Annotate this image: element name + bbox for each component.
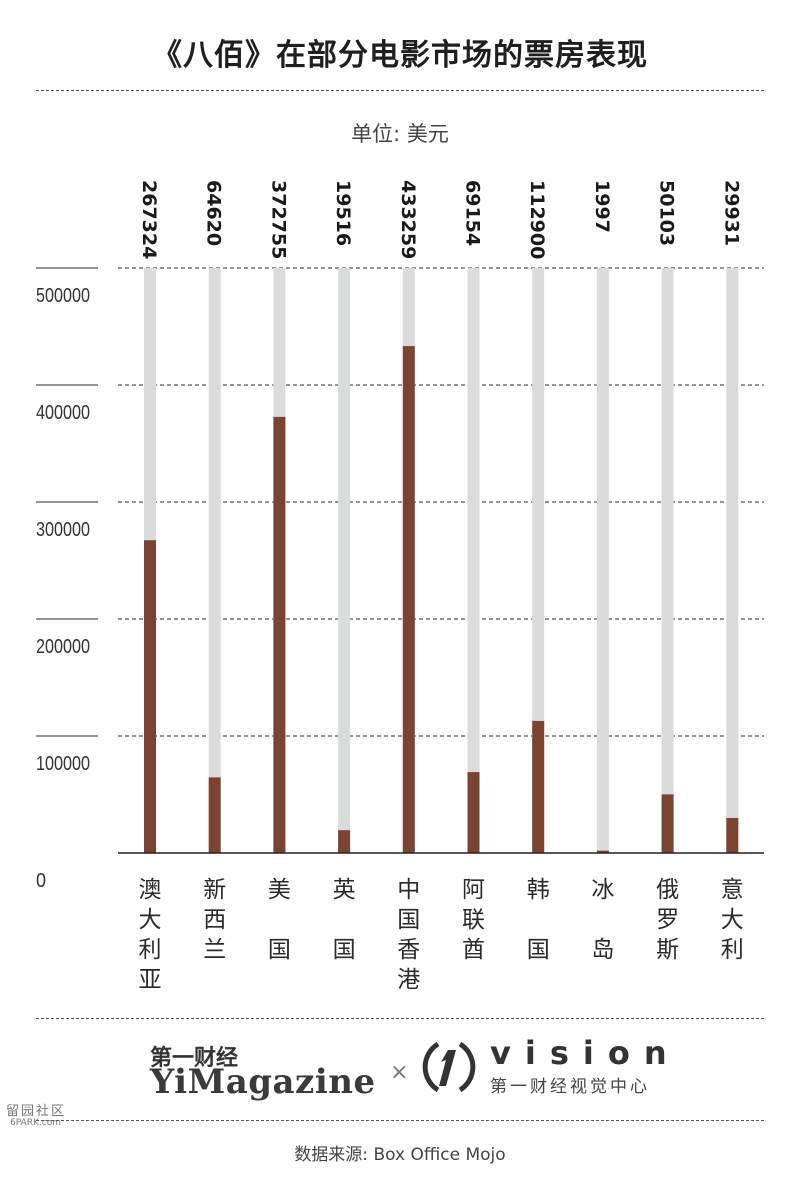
bar-track (596, 268, 609, 853)
category-label: 大 (139, 907, 162, 933)
category-label: 大 (721, 907, 744, 933)
divider-bottom (36, 1120, 764, 1121)
bar (338, 830, 351, 853)
bar (532, 720, 545, 853)
category-label: 斯 (656, 937, 679, 963)
y-tick-label: 400000 (36, 402, 90, 424)
category-label: 韩 (527, 877, 550, 903)
bar-track (532, 268, 545, 853)
bar (467, 772, 480, 853)
category-label: 亚 (139, 967, 162, 993)
category-label: 岛 (591, 937, 614, 963)
value-label: 372755 (267, 180, 289, 259)
category-label: 利 (139, 937, 162, 963)
bar-track (467, 268, 480, 853)
value-label: 433259 (397, 180, 419, 259)
unit-label: 单位: 美元 (351, 122, 449, 146)
value-label: 1997 (591, 180, 613, 233)
watermark-text: 留园社区 (6, 1104, 67, 1119)
bar-track (338, 268, 351, 853)
vision-subtitle: 第一财经视觉中心 (490, 1077, 650, 1097)
category-label: 澳 (139, 877, 162, 903)
bar-track (661, 268, 674, 853)
category-label: 国 (333, 937, 356, 963)
category-label: 美 (268, 877, 291, 903)
category-label: 罗 (656, 907, 679, 933)
bar (726, 817, 739, 853)
divider-middle (36, 1018, 764, 1019)
bar (144, 540, 156, 853)
bar-chart: 0100000200000300000400000500000267324澳大利… (36, 180, 764, 993)
watermark-url: 6PARK.com (10, 1118, 61, 1128)
value-label: 64620 (203, 180, 225, 246)
value-label: 267324 (138, 180, 160, 259)
bar (596, 850, 609, 853)
category-label: 酋 (462, 937, 485, 963)
category-label: 新 (203, 877, 226, 903)
vision-logo-icon (422, 1041, 476, 1093)
divider-top (36, 90, 764, 91)
value-label: 69154 (462, 180, 484, 246)
category-label: 西 (203, 907, 226, 933)
category-label: 中 (397, 877, 420, 903)
y-tick-label: 200000 (36, 636, 90, 658)
bar (402, 346, 415, 853)
category-label: 联 (462, 907, 485, 933)
category-label: 国 (397, 907, 420, 933)
category-label: 香 (397, 937, 420, 963)
y-tick-label: 0 (36, 870, 46, 892)
value-label: 50103 (656, 180, 678, 246)
y-tick-label: 300000 (36, 519, 90, 541)
category-label: 国 (527, 937, 550, 963)
brand-cross: × (390, 1060, 409, 1085)
category-label: 俄 (656, 877, 679, 903)
bar (661, 794, 674, 853)
vision-word: vision (490, 1034, 681, 1072)
brand-cn-name: 第一财经 (150, 1046, 239, 1071)
source-note: 数据来源: Box Office Mojo (294, 1145, 506, 1165)
bar (208, 777, 221, 853)
category-label: 英 (333, 877, 356, 903)
category-label: 国 (268, 937, 291, 963)
value-label: 112900 (526, 180, 548, 259)
y-tick-label: 500000 (36, 285, 90, 307)
category-label: 港 (397, 967, 420, 993)
y-tick-label: 100000 (36, 753, 90, 775)
category-label: 兰 (203, 937, 226, 963)
category-label: 意 (721, 877, 744, 903)
category-label: 利 (721, 937, 744, 963)
category-label: 阿 (462, 877, 485, 903)
brand-magazine: YiMagazine (150, 1062, 376, 1102)
bar (273, 416, 286, 853)
bar-track (208, 268, 221, 853)
value-label: 29931 (720, 180, 742, 246)
bar-track (726, 268, 739, 853)
chart-title: 《八佰》在部分电影市场的票房表现 (152, 38, 648, 73)
category-label: 冰 (591, 877, 614, 903)
value-label: 19516 (332, 180, 354, 246)
